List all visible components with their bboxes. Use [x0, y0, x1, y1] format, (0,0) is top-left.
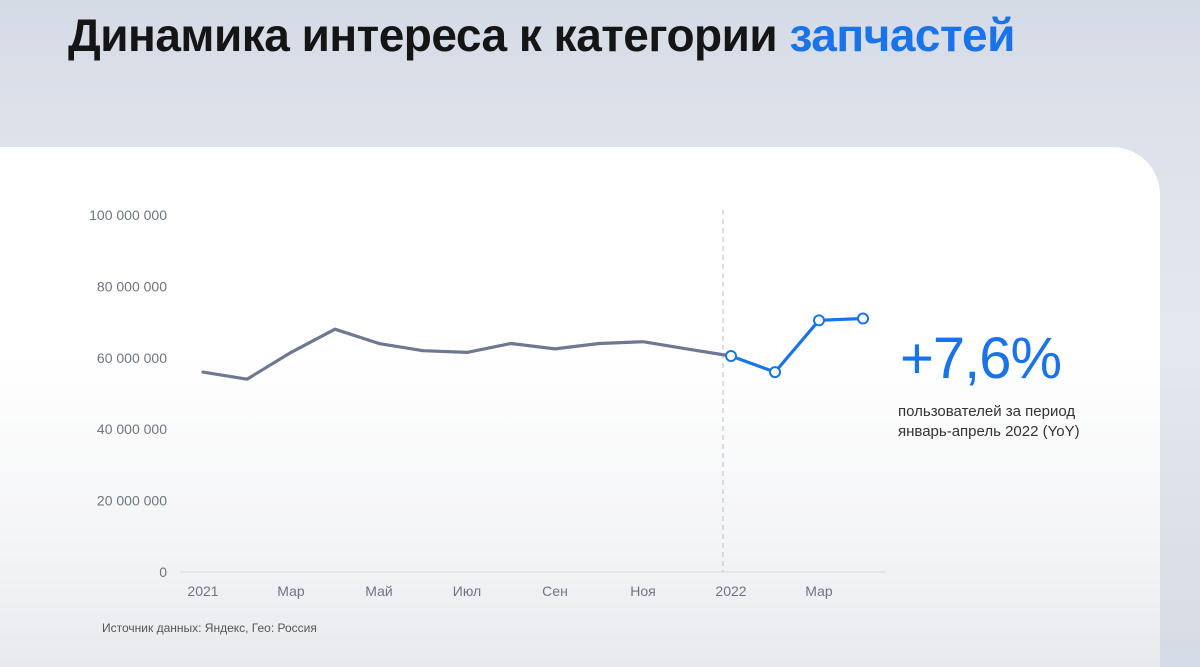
- y-tick-label: 40 000 000: [97, 421, 167, 437]
- x-tick-label: Май: [365, 583, 392, 599]
- data-point-marker: [769, 366, 781, 379]
- title-accent: запчастей: [789, 9, 1015, 61]
- x-tick-label: Мар: [277, 583, 305, 599]
- series-line-1: [201, 327, 733, 381]
- y-tick-label: 100 000 000: [89, 207, 167, 223]
- data-source-note: Источник данных: Яндекс, Гео: Россия: [102, 621, 317, 635]
- series-group: [201, 312, 869, 381]
- y-tick-label: 0: [159, 564, 167, 580]
- y-tick-label: 20 000 000: [97, 493, 167, 509]
- growth-value: +7,6%: [900, 326, 1062, 391]
- x-tick-label: Мар: [805, 583, 833, 599]
- y-axis: 0 20 000 000 40 000 000 60 000 000 80 000 00…: [89, 207, 167, 580]
- title-main: Динамика интереса к категории: [68, 9, 778, 61]
- x-tick-label: Сен: [542, 583, 568, 599]
- x-tick-label: 2021: [187, 583, 218, 599]
- data-point-marker: [725, 350, 737, 363]
- y-tick-label: 60 000 000: [97, 350, 167, 366]
- x-tick-label: 2022: [715, 583, 746, 599]
- y-tick-label: 80 000 000: [97, 278, 167, 294]
- growth-description-line-2: январь-апрель 2022 (YoY): [898, 423, 1080, 440]
- growth-description-line-1: пользователей за период: [898, 403, 1076, 420]
- page-title: Динамика интереса к категории запчастей: [68, 8, 1015, 62]
- x-tick-label: Июл: [453, 583, 481, 599]
- x-tick-label: Ноя: [630, 583, 655, 599]
- growth-description: пользователей за период январь-апрель 20…: [898, 402, 1118, 442]
- data-point-marker: [813, 314, 825, 327]
- data-point-marker: [857, 312, 869, 325]
- x-axis: 2021 Мар Май Июл Сен Ноя 2022 Мар: [180, 571, 886, 599]
- series-line-2: [729, 316, 865, 374]
- chart-card: [0, 147, 1160, 667]
- line-chart: 0 20 000 000 40 000 000 60 000 000 80 000 00…: [89, 207, 886, 599]
